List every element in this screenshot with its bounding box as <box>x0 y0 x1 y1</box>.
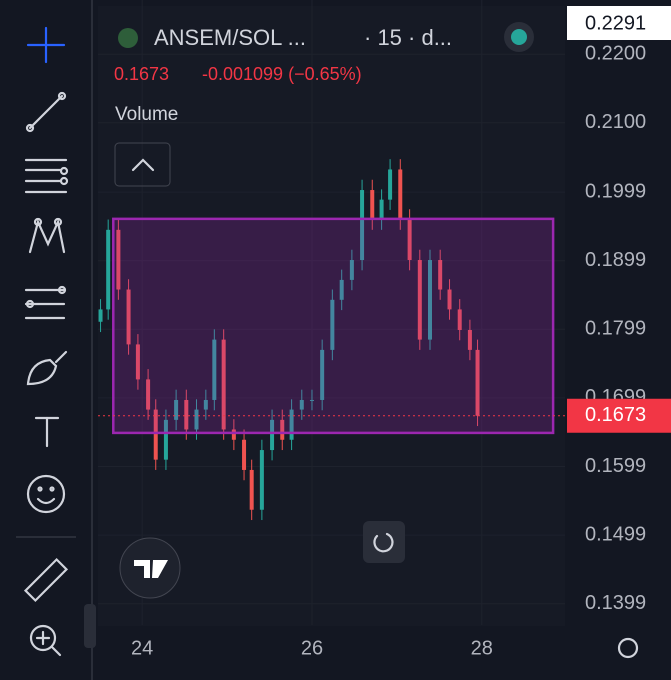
candle-body <box>360 190 365 261</box>
candle-body <box>146 379 151 410</box>
last-price-badge <box>567 398 671 433</box>
pattern-tool[interactable] <box>28 217 66 254</box>
candle-body <box>212 339 217 400</box>
candle-body <box>135 344 140 380</box>
candle-body <box>126 289 131 345</box>
collapse-toolbar[interactable] <box>84 604 96 648</box>
candle-body <box>116 229 121 290</box>
range-box <box>112 217 555 435</box>
top-price-badge <box>567 6 671 40</box>
candle-body <box>98 309 103 322</box>
y-tick-label: 0.1999 <box>585 180 646 202</box>
candle-body <box>280 419 285 440</box>
overlays <box>119 521 639 659</box>
candle-body <box>438 260 443 290</box>
collapse-legend[interactable] <box>114 142 171 187</box>
reset-button[interactable] <box>363 521 405 563</box>
tv-mark <box>134 560 168 578</box>
y-tick-label: 0.1399 <box>585 592 646 614</box>
candle-body <box>174 399 179 420</box>
candle-body <box>388 169 393 200</box>
brush-tool[interactable] <box>26 350 68 386</box>
legend-header: ANSEM/SOL ... · 15 · d... 0.1673 -0.0010… <box>114 6 671 187</box>
y-tick-label: 0.1799 <box>585 318 646 340</box>
candle-body <box>407 219 412 261</box>
candle-body <box>379 199 384 220</box>
top-price: 0.2291 <box>585 12 646 34</box>
candle-body <box>330 299 335 350</box>
last-price-label: 0.1673 <box>585 404 646 426</box>
interval: · 15 · d... <box>364 25 452 50</box>
candle-body <box>339 279 344 300</box>
y-tick-label: 0.1599 <box>585 455 646 477</box>
emoji-tool[interactable] <box>26 474 66 514</box>
x-tick-label: 26 <box>301 637 323 659</box>
candle-body <box>457 309 462 330</box>
candle-body <box>163 419 168 460</box>
ruler-tool[interactable] <box>23 557 69 603</box>
candle-body <box>417 260 422 340</box>
candle-body <box>349 260 354 280</box>
y-tick-label: 0.2200 <box>585 42 646 64</box>
y-tick-label: 0.1499 <box>585 523 646 545</box>
settings-button[interactable] <box>617 637 639 659</box>
x-tick-label: 28 <box>471 637 493 659</box>
toolbar <box>16 26 96 657</box>
candle-body <box>289 409 294 440</box>
candle-body <box>475 349 480 416</box>
y-tick-label: 0.1899 <box>585 249 646 271</box>
candle-body <box>398 169 403 220</box>
x-tick-label: 24 <box>131 637 153 659</box>
candle-body <box>249 469 254 510</box>
candle-body <box>259 450 264 510</box>
chevron <box>131 158 155 172</box>
candle-body <box>320 349 325 400</box>
fib-tool[interactable] <box>24 158 69 194</box>
candle-body <box>242 439 247 470</box>
candle-body <box>427 260 432 340</box>
candle-body <box>447 289 452 310</box>
symbol-title: ANSEM/SOL ... <box>154 25 306 50</box>
symbol-icon <box>118 28 138 48</box>
candle-body <box>153 409 158 460</box>
study-label: Volume <box>115 104 178 125</box>
candle-body <box>231 429 236 440</box>
reset-icon <box>373 532 394 553</box>
legend-change: -0.001099 (−0.65%) <box>202 64 362 84</box>
forecast-tool[interactable] <box>24 285 67 320</box>
candle-body <box>106 229 111 310</box>
candle-body <box>221 339 226 430</box>
market-status <box>511 29 527 45</box>
candle-body <box>370 190 375 220</box>
legend-price: 0.1673 <box>114 64 169 84</box>
zoom-tool[interactable] <box>29 624 62 657</box>
candle-body <box>299 399 304 410</box>
candle-body <box>194 409 199 430</box>
y-tick-label: 0.2100 <box>585 111 646 133</box>
plot <box>98 0 565 625</box>
candle-body <box>203 399 208 410</box>
trendline-tool[interactable] <box>25 91 67 133</box>
candle-body <box>270 419 275 451</box>
candle-body <box>467 329 472 350</box>
text-tool[interactable] <box>34 416 60 448</box>
crosshair-tool[interactable] <box>26 26 66 64</box>
candle-body <box>309 399 314 401</box>
candle-body <box>184 399 189 430</box>
